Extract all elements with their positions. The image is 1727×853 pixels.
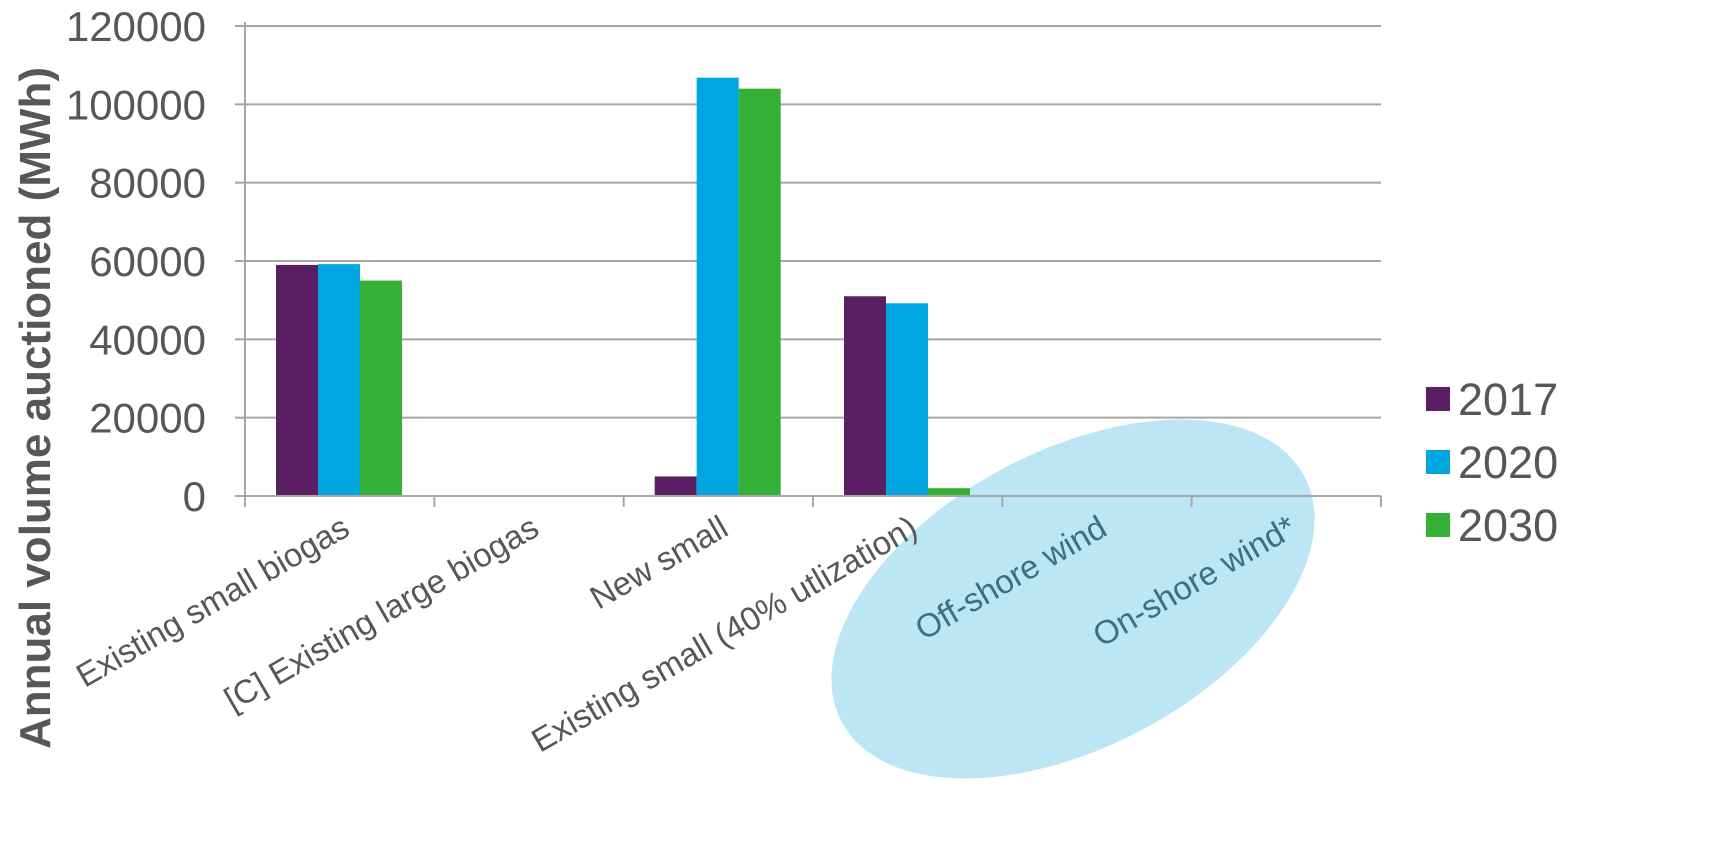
bar-2020-3 — [886, 303, 928, 496]
legend-swatch — [1426, 387, 1450, 411]
legend-label: 2017 — [1458, 374, 1558, 425]
y-tick-label: 120000 — [66, 3, 206, 50]
highlight-ellipse — [831, 419, 1315, 779]
legend: 2017 2020 2030 — [1426, 374, 1558, 551]
y-tick-label: 80000 — [89, 160, 206, 207]
y-tick-label: 60000 — [89, 238, 206, 285]
bar-2020-0 — [318, 264, 360, 496]
bar-2017-3 — [844, 296, 886, 496]
grid-lines — [235, 25, 1381, 497]
y-tick-label: 0 — [183, 473, 206, 520]
y-tick-label: 100000 — [66, 81, 206, 128]
bar-2020-2 — [696, 77, 739, 496]
bar-2017-2 — [654, 476, 697, 496]
bar-2030-2 — [738, 88, 781, 497]
bars — [276, 77, 970, 497]
y-axis-label: Annual volume auctioned (MWh) — [11, 67, 60, 749]
x-tick-label: New small — [584, 508, 734, 616]
legend-label: 2030 — [1458, 500, 1558, 551]
legend-label: 2020 — [1458, 437, 1558, 488]
axes — [244, 22, 1382, 507]
bar-2017-0 — [276, 264, 318, 496]
labels: 020000400006000080000100000120000Existin… — [66, 3, 1302, 759]
y-tick-label: 20000 — [89, 395, 206, 442]
x-tick-label: [C] Existing large biogas — [218, 508, 545, 718]
bar-2030-3 — [928, 488, 970, 496]
y-tick-label: 40000 — [89, 316, 206, 363]
legend-swatch — [1426, 513, 1450, 537]
highlight-layer — [831, 419, 1315, 779]
legend-swatch — [1426, 450, 1450, 474]
bar-2030-0 — [360, 280, 402, 496]
